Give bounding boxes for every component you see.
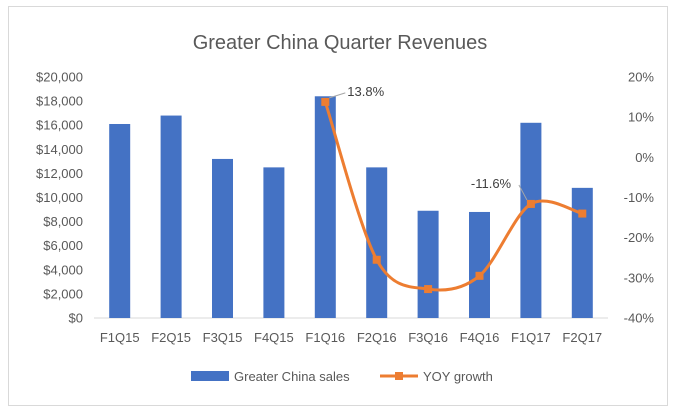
left-axis-tick-label: $0 [69, 311, 83, 326]
bar [520, 122, 542, 318]
bar [417, 210, 439, 318]
right-axis: -40% -30% -20% -10% 0% 10% 20% [624, 70, 655, 326]
yoy-growth-line [323, 101, 583, 292]
left-axis-tick-label: $12,000 [36, 166, 83, 181]
x-axis-tick-label: F1Q17 [511, 330, 551, 345]
right-axis-tick-label: -30% [624, 270, 655, 285]
legend-swatch-bar [191, 371, 229, 381]
bar [160, 115, 182, 318]
left-axis-tick-label: $2,000 [43, 286, 83, 301]
chart-title: Greater China Quarter Revenues [193, 32, 488, 54]
line-series [321, 97, 587, 294]
x-axis-tick-label: F4Q16 [460, 330, 500, 345]
left-axis: $0 $2,000 $4,000 $6,000 $8,000 $10,000 $12,000… [36, 70, 83, 326]
annotation-leader [518, 184, 528, 201]
legend-swatch-marker [395, 372, 403, 380]
bar [571, 187, 593, 318]
bar [109, 123, 131, 319]
line-marker [372, 255, 381, 264]
line-marker [526, 199, 535, 208]
right-axis-tick-label: -40% [624, 311, 655, 326]
legend-label: Greater China sales [234, 369, 350, 384]
left-axis-tick-label: $6,000 [43, 238, 83, 253]
right-axis-tick-label: 10% [628, 110, 654, 125]
bar [212, 158, 233, 318]
left-axis-tick-label: $8,000 [43, 214, 83, 229]
line-marker [321, 97, 330, 106]
left-axis-tick-label: $20,000 [36, 70, 83, 85]
annotation-label: 13.8% [347, 84, 384, 99]
x-axis-tick-label: F2Q15 [151, 330, 191, 345]
x-axis-tick-label: F2Q17 [562, 330, 602, 345]
bar [469, 211, 490, 318]
x-axis-tick-label: F4Q15 [254, 330, 294, 345]
legend: Greater China sales YOY growth [191, 369, 493, 384]
right-axis-tick-label: 20% [628, 70, 654, 85]
right-axis-tick-label: -20% [624, 230, 655, 245]
left-axis-tick-label: $10,000 [36, 190, 83, 205]
bar [366, 167, 388, 318]
right-axis-tick-label: -10% [624, 190, 655, 205]
left-axis-tick-label: $4,000 [43, 262, 83, 277]
right-axis-tick-label: 0% [635, 150, 654, 165]
bar-series [109, 96, 593, 319]
left-axis-tick-label: $16,000 [36, 118, 83, 133]
line-marker [475, 271, 484, 280]
x-axis-tick-label: F3Q15 [203, 330, 243, 345]
left-axis-tick-label: $18,000 [36, 94, 83, 109]
left-axis-tick-label: $14,000 [36, 142, 83, 157]
legend-label: YOY growth [423, 369, 493, 384]
x-axis-tick-label: F1Q15 [100, 330, 140, 345]
x-axis-tick-label: F1Q16 [305, 330, 345, 345]
bar [263, 167, 285, 318]
annotation-leader [329, 92, 346, 99]
chart-border [8, 6, 668, 406]
bar [314, 96, 336, 318]
annotation-label: -11.6% [471, 176, 512, 191]
x-axis-tick-label: F3Q16 [408, 330, 448, 345]
line-marker [578, 209, 587, 218]
x-axis: F1Q15 F2Q15 F3Q15 F4Q15 F1Q16 F2Q16 F3Q16 F4Q16… [94, 317, 608, 345]
x-axis-tick-label: F2Q16 [357, 330, 397, 345]
line-marker [424, 285, 433, 294]
annotations: 13.8% -11.6% [329, 84, 528, 201]
